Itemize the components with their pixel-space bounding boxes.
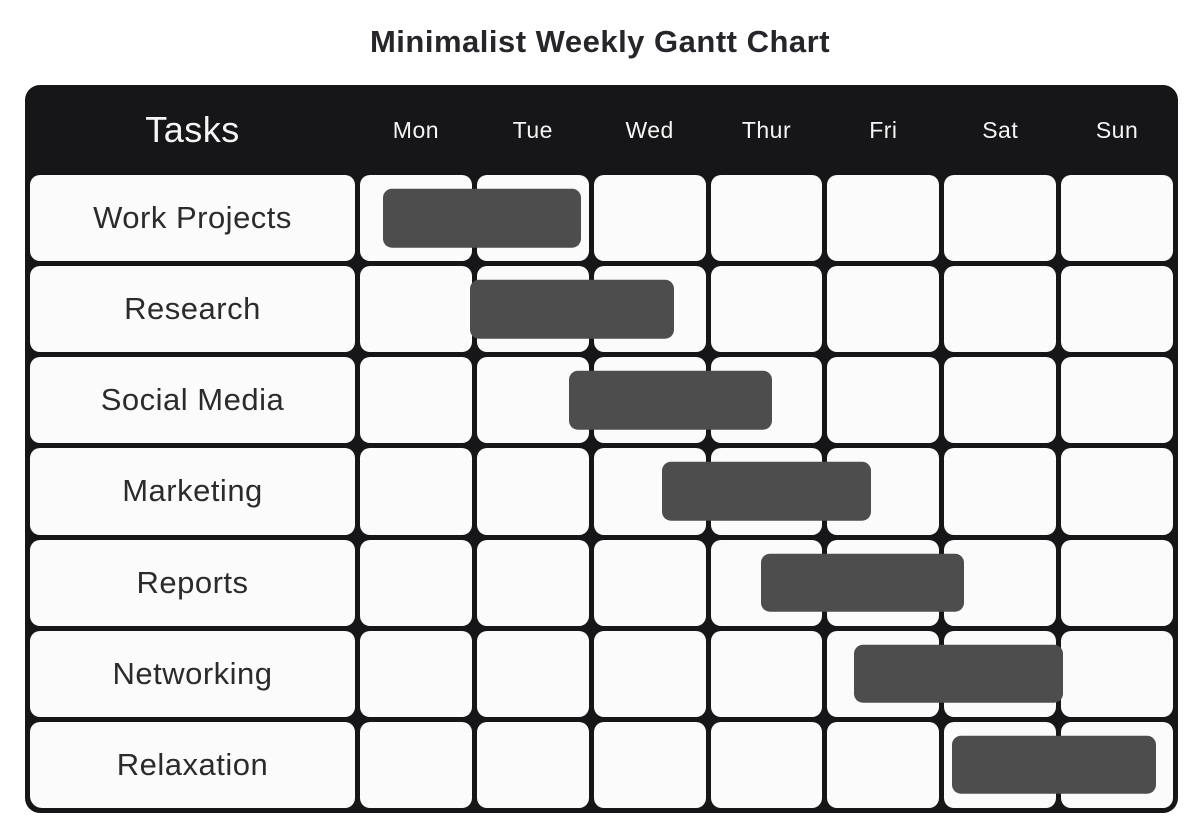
task-row: Marketing [30, 448, 1173, 535]
day-cell [593, 721, 706, 808]
day-cell [360, 721, 472, 808]
task-row: Social Media [30, 357, 1173, 444]
day-cell [476, 721, 589, 808]
gantt-bar [661, 462, 872, 521]
day-cell [476, 630, 589, 717]
task-label: Relaxation [30, 721, 355, 808]
gantt-bar [383, 188, 581, 248]
task-label: Networking [30, 630, 355, 717]
day-header-fri: Fri [869, 116, 898, 143]
day-cell [944, 357, 1057, 444]
day-header-thur: Thur [741, 116, 792, 143]
task-timeline [360, 357, 1173, 444]
day-cell [593, 175, 706, 262]
day-cell [593, 630, 706, 717]
day-cell [710, 266, 823, 353]
chart-title: Minimalist Weekly Gantt Chart [369, 24, 831, 59]
day-cell [1061, 448, 1173, 535]
gantt-bar [952, 735, 1156, 795]
day-header-grid: Mon Tue Wed Thur Fri Sat Sun [360, 90, 1173, 170]
task-label: Research [30, 266, 355, 353]
task-label: Social Media [30, 357, 355, 444]
task-row: Networking [30, 630, 1173, 717]
day-cell [827, 357, 940, 444]
day-cell [1061, 175, 1173, 262]
day-cell [476, 539, 589, 626]
day-cell [944, 448, 1057, 535]
day-cell [827, 266, 940, 353]
task-timeline [360, 721, 1173, 808]
task-label: Marketing [30, 448, 355, 535]
header-row: Tasks Mon Tue Wed Thur Fri Sat Sun [30, 90, 1173, 170]
gantt-bar [569, 371, 773, 430]
day-header-wed: Wed [625, 116, 674, 143]
day-header-sat: Sat [982, 116, 1019, 143]
tasks-column-header: Tasks [145, 109, 240, 150]
task-row: Reports [30, 539, 1173, 626]
day-header-sun: Sun [1095, 116, 1139, 143]
day-header-tue: Tue [512, 116, 553, 143]
day-cell [1061, 266, 1173, 353]
day-cell [1061, 630, 1173, 717]
task-timeline [360, 175, 1173, 262]
task-timeline [360, 266, 1173, 353]
day-cell [710, 630, 823, 717]
task-label: Reports [30, 539, 355, 626]
day-cell [1061, 539, 1173, 626]
gantt-bar [470, 279, 674, 339]
day-cell [1061, 357, 1173, 444]
day-cell [944, 175, 1057, 262]
task-row: Relaxation [30, 721, 1173, 808]
task-timeline [360, 630, 1173, 717]
day-cell [476, 448, 589, 535]
task-row: Work Projects [30, 175, 1173, 262]
day-header-mon: Mon [392, 116, 440, 143]
day-cell [827, 175, 940, 262]
day-cell [360, 266, 472, 353]
day-cell [360, 630, 472, 717]
task-rows: Work Projects Research Social Media Marketi… [30, 175, 1173, 808]
task-label: Work Projects [30, 175, 355, 262]
day-cell [360, 539, 472, 626]
day-cell [360, 448, 472, 535]
gantt-table: Tasks Mon Tue Wed Thur Fri Sat Sun Work … [25, 85, 1178, 813]
task-row: Research [30, 266, 1173, 353]
day-cell [593, 539, 706, 626]
day-cell [827, 721, 940, 808]
gantt-bar [853, 644, 1063, 704]
day-cell [710, 721, 823, 808]
day-cell [360, 357, 472, 444]
task-timeline [360, 539, 1173, 626]
day-cell [710, 175, 823, 262]
task-timeline [360, 448, 1173, 535]
day-cell [944, 266, 1057, 353]
gantt-bar [760, 553, 964, 612]
